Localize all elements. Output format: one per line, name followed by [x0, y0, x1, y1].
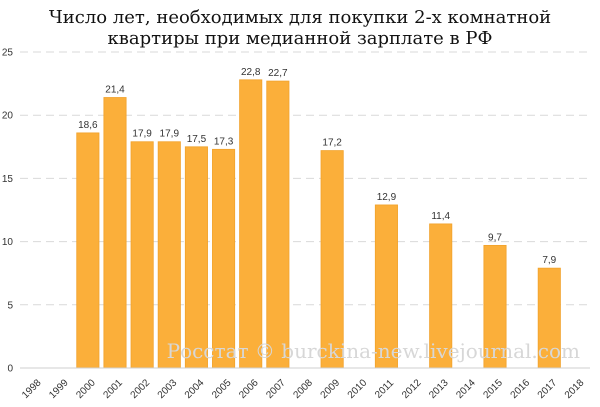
x-tick-label: 2015 — [481, 377, 505, 401]
x-tick-label: 2005 — [210, 377, 234, 401]
x-tick-label: 2012 — [400, 377, 424, 401]
x-tick-label: 2007 — [264, 377, 288, 401]
x-axis: 1998 1999 2000 2001 2002 2003 2004 2005 2006 2007… — [20, 377, 587, 401]
bar — [212, 148, 236, 369]
bar — [157, 141, 181, 369]
y-tick-label: 25 — [2, 48, 14, 59]
x-tick-label: 2006 — [237, 377, 261, 401]
y-tick-label: 10 — [2, 237, 14, 248]
x-tick-label: 2002 — [129, 377, 153, 401]
x-tick-label: 2018 — [563, 377, 587, 401]
chart-title-line-2: квартиры при медианной зарплате в РФ — [108, 28, 493, 49]
y-tick-label: 0 — [7, 364, 13, 375]
data-label: 17,9 — [160, 129, 180, 140]
data-label: 12,9 — [377, 192, 397, 203]
data-label: 18,6 — [78, 120, 98, 131]
data-label: 22,7 — [268, 68, 288, 79]
x-tick-label: 2010 — [346, 377, 370, 401]
y-tick-label: 20 — [2, 111, 14, 122]
y-tick-label: 15 — [2, 174, 14, 185]
data-label: 17,3 — [214, 136, 234, 147]
bar — [130, 141, 154, 369]
data-label: 17,2 — [322, 138, 342, 149]
data-label: 21,4 — [105, 85, 125, 96]
data-label: 22,8 — [241, 67, 261, 78]
chart-title-line-1: Число лет, необходимых для покупки 2-х к… — [49, 7, 551, 28]
watermark: Росстат © burckina-new.livejournal.com — [167, 339, 580, 363]
data-label: 17,5 — [187, 134, 207, 145]
x-tick-label: 2003 — [156, 377, 180, 401]
x-tick-label: 2013 — [427, 377, 451, 401]
bar — [103, 97, 127, 369]
y-axis: 0 5 10 15 20 25 — [2, 48, 14, 375]
bar — [266, 80, 290, 369]
bar — [184, 146, 208, 369]
y-tick-label: 5 — [7, 300, 13, 311]
data-label: 9,7 — [488, 232, 502, 243]
x-tick-label: 2011 — [373, 377, 396, 400]
x-tick-label: 2014 — [454, 377, 478, 401]
x-tick-label: 2016 — [509, 377, 533, 401]
data-labels: 18,6 21,4 17,9 17,9 17,5 17,3 22,8 22,7 17,2 12,9… — [78, 67, 557, 266]
bars — [76, 79, 561, 369]
x-tick-label: 2000 — [74, 377, 98, 401]
data-label: 11,4 — [431, 211, 450, 222]
data-label: 17,9 — [132, 129, 152, 140]
bar — [76, 132, 100, 369]
x-tick-label: 2004 — [183, 377, 207, 401]
x-tick-label: 2009 — [319, 377, 343, 401]
x-tick-label: 1998 — [20, 377, 44, 401]
bar — [239, 79, 263, 369]
x-tick-label: 2008 — [291, 377, 315, 401]
x-tick-label: 2017 — [536, 377, 560, 401]
data-label: 7,9 — [542, 255, 556, 266]
bar — [320, 150, 344, 369]
x-tick-label: 2001 — [101, 377, 125, 401]
x-tick-label: 1999 — [47, 377, 71, 401]
